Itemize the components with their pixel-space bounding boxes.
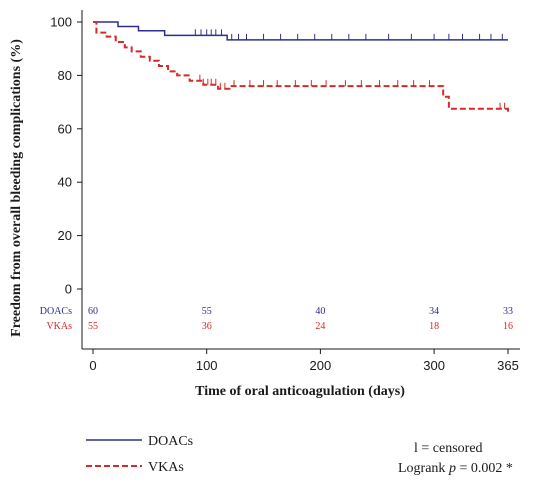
y-tick-label: 0 [65, 282, 72, 297]
risk-row-label: DOACs [40, 306, 72, 317]
y-tick-label: 40 [58, 175, 72, 190]
risk-value: 18 [429, 321, 439, 332]
risk-value: 60 [88, 306, 98, 317]
censor-marks [194, 29, 506, 109]
x-ticks: 0 100 200 300 365 [89, 349, 519, 373]
y-tick-label: 100 [50, 15, 72, 30]
x-tick-label: 365 [497, 358, 519, 373]
risk-value: 55 [88, 321, 98, 332]
censored-note: l = censored [414, 441, 483, 456]
risk-row-label: VKAs [46, 321, 72, 332]
series-vkas-line [93, 21, 509, 113]
logrank-note: Logrank p = 0.002 * [398, 461, 513, 476]
y-tick-label: 80 [58, 68, 72, 83]
series-doacs-line [93, 21, 508, 41]
y-ticks: 0 20 40 60 80 100 [50, 15, 82, 297]
y-tick-label: 60 [58, 121, 72, 136]
legend-vkas-label: VKAs [148, 460, 184, 475]
legend-doacs-label: DOACs [148, 434, 193, 449]
survival-curves [93, 21, 509, 113]
x-tick-label: 200 [310, 358, 332, 373]
risk-value: 33 [503, 306, 513, 317]
legend: DOACs VKAs [86, 434, 193, 475]
y-axis-label: Freedom from overall bleeding complicati… [9, 39, 24, 337]
risk-value: 36 [202, 321, 212, 332]
x-axis-label: Time of oral anticoagulation (days) [195, 384, 405, 399]
y-tick-label: 20 [58, 228, 72, 243]
risk-value: 55 [202, 306, 212, 317]
risk-value: 24 [315, 321, 325, 332]
x-tick-label: 100 [196, 358, 218, 373]
risk-value: 34 [429, 306, 439, 317]
risk-value: 40 [315, 306, 325, 317]
x-tick-label: 0 [89, 358, 96, 373]
risk-value: 16 [503, 321, 513, 332]
x-tick-label: 300 [423, 358, 445, 373]
risk-table: DOACs 60 55 40 34 33 VKAs 55 36 24 18 16 [40, 306, 513, 332]
